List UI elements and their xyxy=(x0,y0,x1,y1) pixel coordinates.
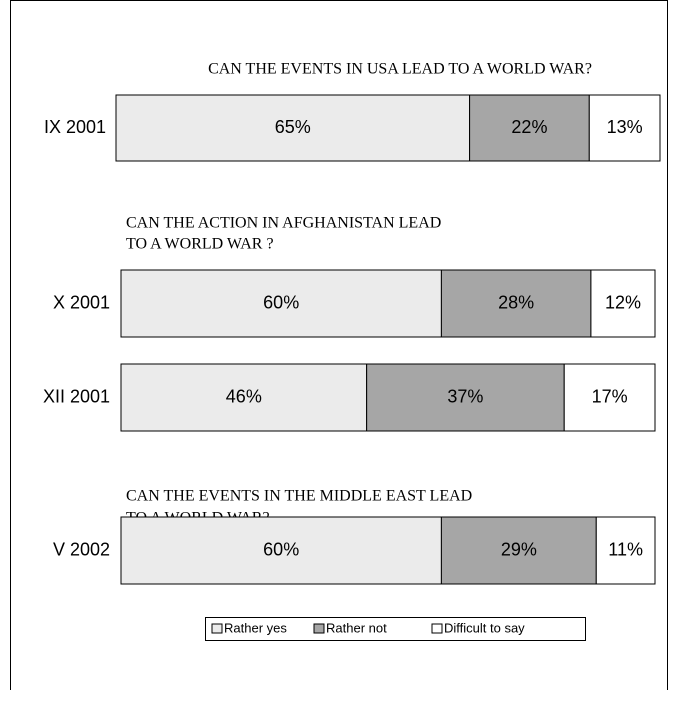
question-title: TO A WORLD WAR ? xyxy=(126,236,274,253)
question-title: CAN THE EVENTS IN USA LEAD TO A WORLD WA… xyxy=(208,61,592,78)
bar-segment xyxy=(120,269,442,338)
legend-label: Rather yes xyxy=(224,620,287,635)
bar-segment xyxy=(366,363,565,432)
value-label: 28% xyxy=(498,292,534,312)
bar-segment xyxy=(563,363,656,432)
value-label: 13% xyxy=(607,117,643,137)
legend-label: Rather not xyxy=(326,620,387,635)
bar-segment xyxy=(440,516,597,585)
category-label: IX 2001 xyxy=(44,117,106,137)
bar-segment xyxy=(115,94,471,162)
legend-swatch xyxy=(313,623,325,634)
value-label: 37% xyxy=(447,386,483,406)
value-label: 11% xyxy=(608,539,643,559)
bar-segment xyxy=(440,269,592,338)
bar-segment xyxy=(120,363,368,432)
value-label: 46% xyxy=(226,386,262,406)
question-title: CAN THE ACTION IN AFGHANISTAN LEAD xyxy=(126,215,441,232)
value-label: 12% xyxy=(605,292,641,312)
category-label: V 2002 xyxy=(53,539,110,559)
legend-swatch xyxy=(211,623,223,634)
legend-label: Difficult to say xyxy=(444,620,525,635)
frame xyxy=(10,0,668,690)
bar-segment xyxy=(595,516,656,585)
value-label: 29% xyxy=(501,539,537,559)
category-label: XII 2001 xyxy=(43,386,110,406)
value-label: 22% xyxy=(511,117,547,137)
value-label: 60% xyxy=(263,539,299,559)
legend-box xyxy=(205,617,586,641)
value-label: 60% xyxy=(263,292,299,312)
question-title: CAN THE EVENTS IN THE MIDDLE EAST LEAD xyxy=(126,488,472,505)
bar-segment xyxy=(588,94,661,162)
category-label: X 2001 xyxy=(53,292,110,312)
bar-segment xyxy=(590,269,656,338)
bar-segment xyxy=(120,516,442,585)
value-label: 65% xyxy=(275,117,311,137)
value-label: 17% xyxy=(592,386,628,406)
legend-swatch xyxy=(431,623,443,634)
